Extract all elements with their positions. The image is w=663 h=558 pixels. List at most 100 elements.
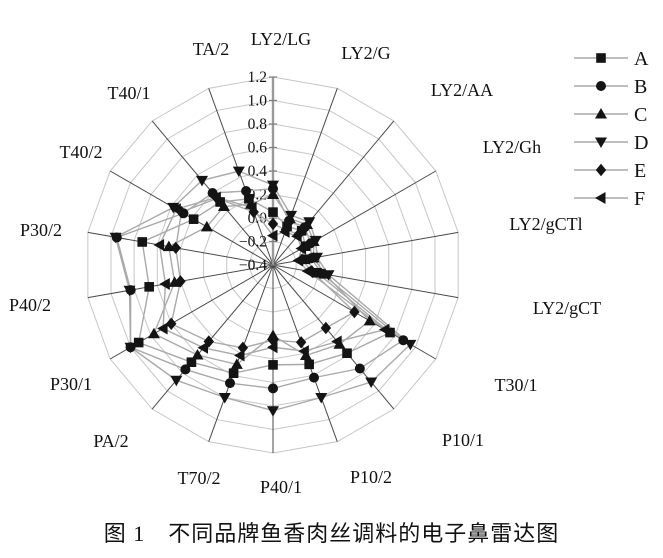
legend-label-C: C xyxy=(634,104,647,126)
series-D-marker-T70/2 xyxy=(218,392,231,404)
legend-square-icon xyxy=(596,53,606,63)
axis-label-T40/1: T40/1 xyxy=(108,83,151,103)
series-F-marker-LY2/Gh xyxy=(295,242,306,255)
series-C-marker-T40/1 xyxy=(217,200,230,211)
series-F-marker-P30/2 xyxy=(153,239,165,252)
legend-label-B: B xyxy=(634,76,647,98)
series-C-marker-LY2/LG xyxy=(267,188,279,199)
series-F-marker-PA/2 xyxy=(197,341,209,354)
series-A-marker-P10/2 xyxy=(304,359,314,370)
series-A-marker-PA/2 xyxy=(186,357,197,368)
series-B-marker-PA/2 xyxy=(180,364,191,375)
series-A-marker-LY2/LG xyxy=(268,207,278,217)
series-E-marker-P30/1 xyxy=(166,317,177,330)
tick-label: 0.8 xyxy=(248,116,268,133)
axis-label-P40/1: P40/1 xyxy=(260,477,302,497)
radar-spoke-P10/1 xyxy=(272,264,395,410)
axis-label-T70/2: T70/2 xyxy=(178,468,221,488)
axis-label-P30/1: P30/1 xyxy=(50,374,92,394)
series-E-marker-T70/2 xyxy=(237,341,249,355)
series-A-marker-P40/2 xyxy=(144,282,154,292)
figure-caption: 图 1 不同品牌鱼香肉丝调料的电子鼻雷达图 xyxy=(103,521,560,546)
series-A-marker-T30/1 xyxy=(385,327,395,338)
axis-label-LY2/AA: LY2/AA xyxy=(431,80,493,100)
legend-label-D: D xyxy=(634,132,648,154)
tick-label: 0.4 xyxy=(248,163,268,180)
series-A-marker-P40/1 xyxy=(268,360,278,370)
series-F-marker-P10/1 xyxy=(331,335,342,348)
series-A-marker-P10/1 xyxy=(342,348,352,359)
series-B-marker-TA/2 xyxy=(241,186,252,197)
axis-label-LY2/gCT: LY2/gCT xyxy=(533,298,601,318)
series-C-marker-T30/1 xyxy=(363,314,376,326)
tick-label: −0.4 xyxy=(239,257,267,274)
series-D-marker-LY2/G xyxy=(285,210,298,222)
series-E-marker-LY2/LG xyxy=(267,217,279,231)
tick-label: −0.2 xyxy=(239,234,267,251)
radar-spoke-LY2/AA xyxy=(272,120,395,266)
series-F-marker-P30/1 xyxy=(157,322,168,335)
series-E-marker-P30/2 xyxy=(170,241,181,255)
tick-label: 1.2 xyxy=(248,69,267,86)
series-A-marker-T40/2 xyxy=(188,214,199,224)
axis-label-P10/2: P10/2 xyxy=(350,467,392,487)
axis-label-LY2/LG: LY2/LG xyxy=(251,29,311,49)
radar-spoke-LY2/G xyxy=(272,88,338,266)
axis-label-T40/2: T40/2 xyxy=(60,142,103,162)
legend-triangle-left-icon xyxy=(595,192,606,204)
series-A-marker-P30/1 xyxy=(133,337,144,348)
series-E-marker-P40/2 xyxy=(175,275,186,288)
series-D-marker-TA/2 xyxy=(232,166,245,178)
series-C-marker-T70/2 xyxy=(230,358,243,369)
series-D-marker-T40/1 xyxy=(196,175,209,187)
series-D-marker-LY2/LG xyxy=(267,180,279,192)
axis-label-P10/1: P10/1 xyxy=(442,430,484,450)
series-B-marker-P10/2 xyxy=(308,372,319,383)
series-E-marker-P10/1 xyxy=(320,321,332,335)
series-A-marker-T70/2 xyxy=(228,368,239,379)
series-B-marker-T30/1 xyxy=(398,335,409,346)
series-F-marker-P10/2 xyxy=(298,345,309,358)
radar-chart: 1.21.00.80.60.40.20.0−0.2−0.4LY2/LGLY2/G… xyxy=(9,29,649,497)
tick-label: 0.6 xyxy=(248,140,268,157)
axis-label-P30/2: P30/2 xyxy=(20,220,62,240)
legend-label-F: F xyxy=(634,188,645,210)
series-B-marker-P40/1 xyxy=(268,383,278,394)
axis-label-LY2/Gh: LY2/Gh xyxy=(483,137,541,157)
radar-spoke-TA/2 xyxy=(208,88,274,266)
axis-label-LY2/gCTl: LY2/gCTl xyxy=(509,214,582,234)
series-F-marker-T40/2 xyxy=(170,203,181,216)
series-E-marker-T40/2 xyxy=(176,205,187,219)
series-E-marker-P10/2 xyxy=(295,336,307,349)
series-F-marker-T30/1 xyxy=(378,323,390,336)
axis-label-P40/2: P40/2 xyxy=(9,295,51,315)
legend-triangle-up-icon xyxy=(595,108,607,119)
series-C-marker-T40/2 xyxy=(200,220,213,232)
series-F-marker-LY2/gCT xyxy=(301,265,313,278)
series-B-marker-P10/1 xyxy=(354,363,365,374)
legend-circle-icon xyxy=(596,81,606,91)
series-D-marker-LY2/gCT xyxy=(322,270,335,281)
series-D-marker-P40/1 xyxy=(267,406,279,417)
tick-label: 1.0 xyxy=(248,93,268,110)
series-F-marker-T70/2 xyxy=(234,349,245,362)
series-D-marker-PA/2 xyxy=(170,375,183,387)
series-F-marker-P40/1 xyxy=(267,341,278,354)
series-D-marker-P10/2 xyxy=(315,392,328,404)
series-F-marker-LY2/gCTl xyxy=(292,254,303,267)
axis-label-T30/1: T30/1 xyxy=(495,375,538,395)
series-D-marker-LY2/Gh xyxy=(309,235,322,247)
series-C-marker-P40/2 xyxy=(168,276,181,287)
legend-label-E: E xyxy=(634,160,646,182)
series-C-marker-PA/2 xyxy=(191,349,204,360)
series-F-marker-LY2/AA xyxy=(291,230,302,243)
legend-diamond-icon xyxy=(595,163,607,177)
series-C-marker-P30/1 xyxy=(147,327,160,339)
series-D-marker-P30/2 xyxy=(109,232,122,244)
series-A-marker-P30/2 xyxy=(137,237,148,247)
axis-label-TA/2: TA/2 xyxy=(193,39,230,59)
legend-triangle-down-icon xyxy=(595,137,607,148)
series-D-marker-LY2/AA xyxy=(303,217,316,228)
axis-label-LY2/G: LY2/G xyxy=(341,43,390,63)
